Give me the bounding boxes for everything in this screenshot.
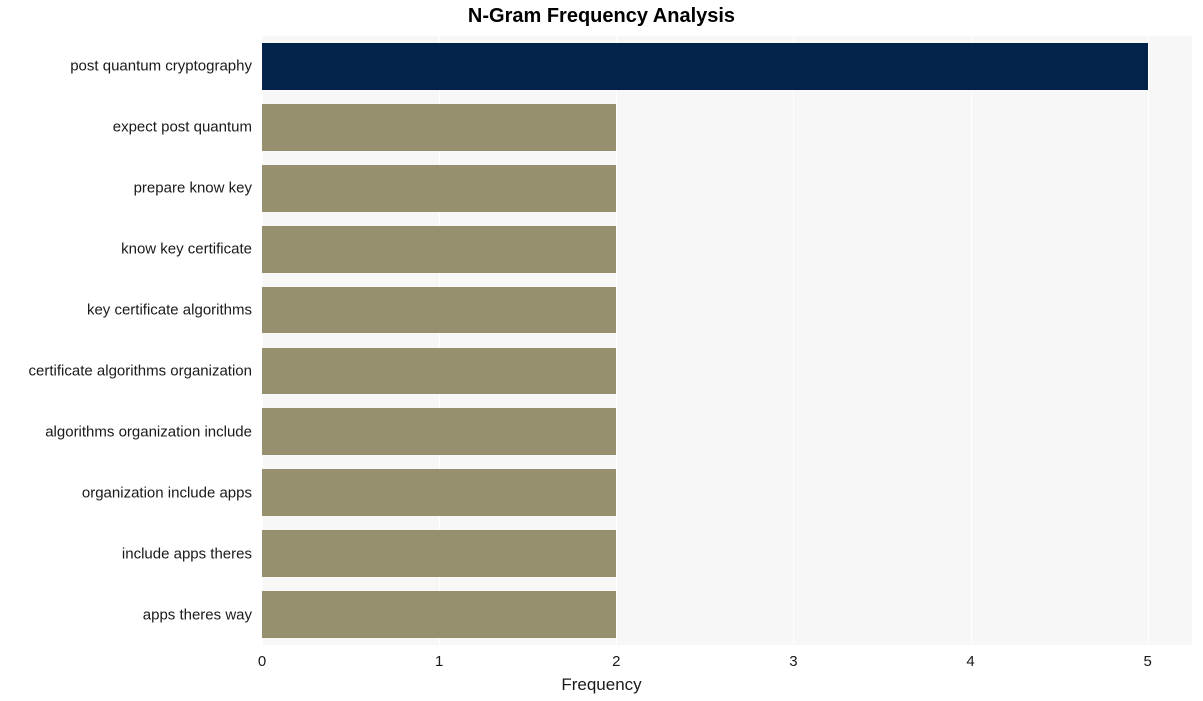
plot-area [262,36,1192,645]
bar-row [262,104,616,151]
y-tick-label: certificate algorithms organization [0,363,252,378]
chart-title: N-Gram Frequency Analysis [0,5,1203,28]
y-tick-label: include apps theres [0,546,252,561]
bar-row [262,530,616,577]
gridline [616,36,617,645]
bar [262,408,616,455]
x-tick-label: 0 [258,653,266,670]
y-tick-label: know key certificate [0,242,252,257]
bar [262,348,616,395]
gridline [1148,36,1149,645]
bar [262,104,616,151]
y-tick-label: key certificate algorithms [0,303,252,318]
bar-row [262,408,616,455]
gridline [971,36,972,645]
bar [262,165,616,212]
bar-row [262,469,616,516]
bar [262,43,1148,90]
y-tick-label: algorithms organization include [0,424,252,439]
y-tick-label: prepare know key [0,181,252,196]
bar-row [262,43,1148,90]
y-tick-label: apps theres way [0,607,252,622]
bar [262,591,616,638]
ngram-chart: N-Gram Frequency Analysis post quantum c… [0,0,1203,701]
x-axis-title: Frequency [0,675,1203,695]
bar [262,226,616,273]
x-tick-label: 3 [789,653,797,670]
bar-row [262,348,616,395]
bar [262,469,616,516]
bar-row [262,226,616,273]
y-tick-label: post quantum cryptography [0,59,252,74]
bar-row [262,165,616,212]
x-tick-label: 2 [612,653,620,670]
bar-row [262,287,616,334]
x-tick-label: 1 [435,653,443,670]
bar [262,530,616,577]
gridline [793,36,794,645]
bar-row [262,591,616,638]
y-tick-label: organization include apps [0,485,252,500]
y-tick-label: expect post quantum [0,120,252,135]
x-tick-label: 4 [966,653,974,670]
bar [262,287,616,334]
x-tick-label: 5 [1144,653,1152,670]
